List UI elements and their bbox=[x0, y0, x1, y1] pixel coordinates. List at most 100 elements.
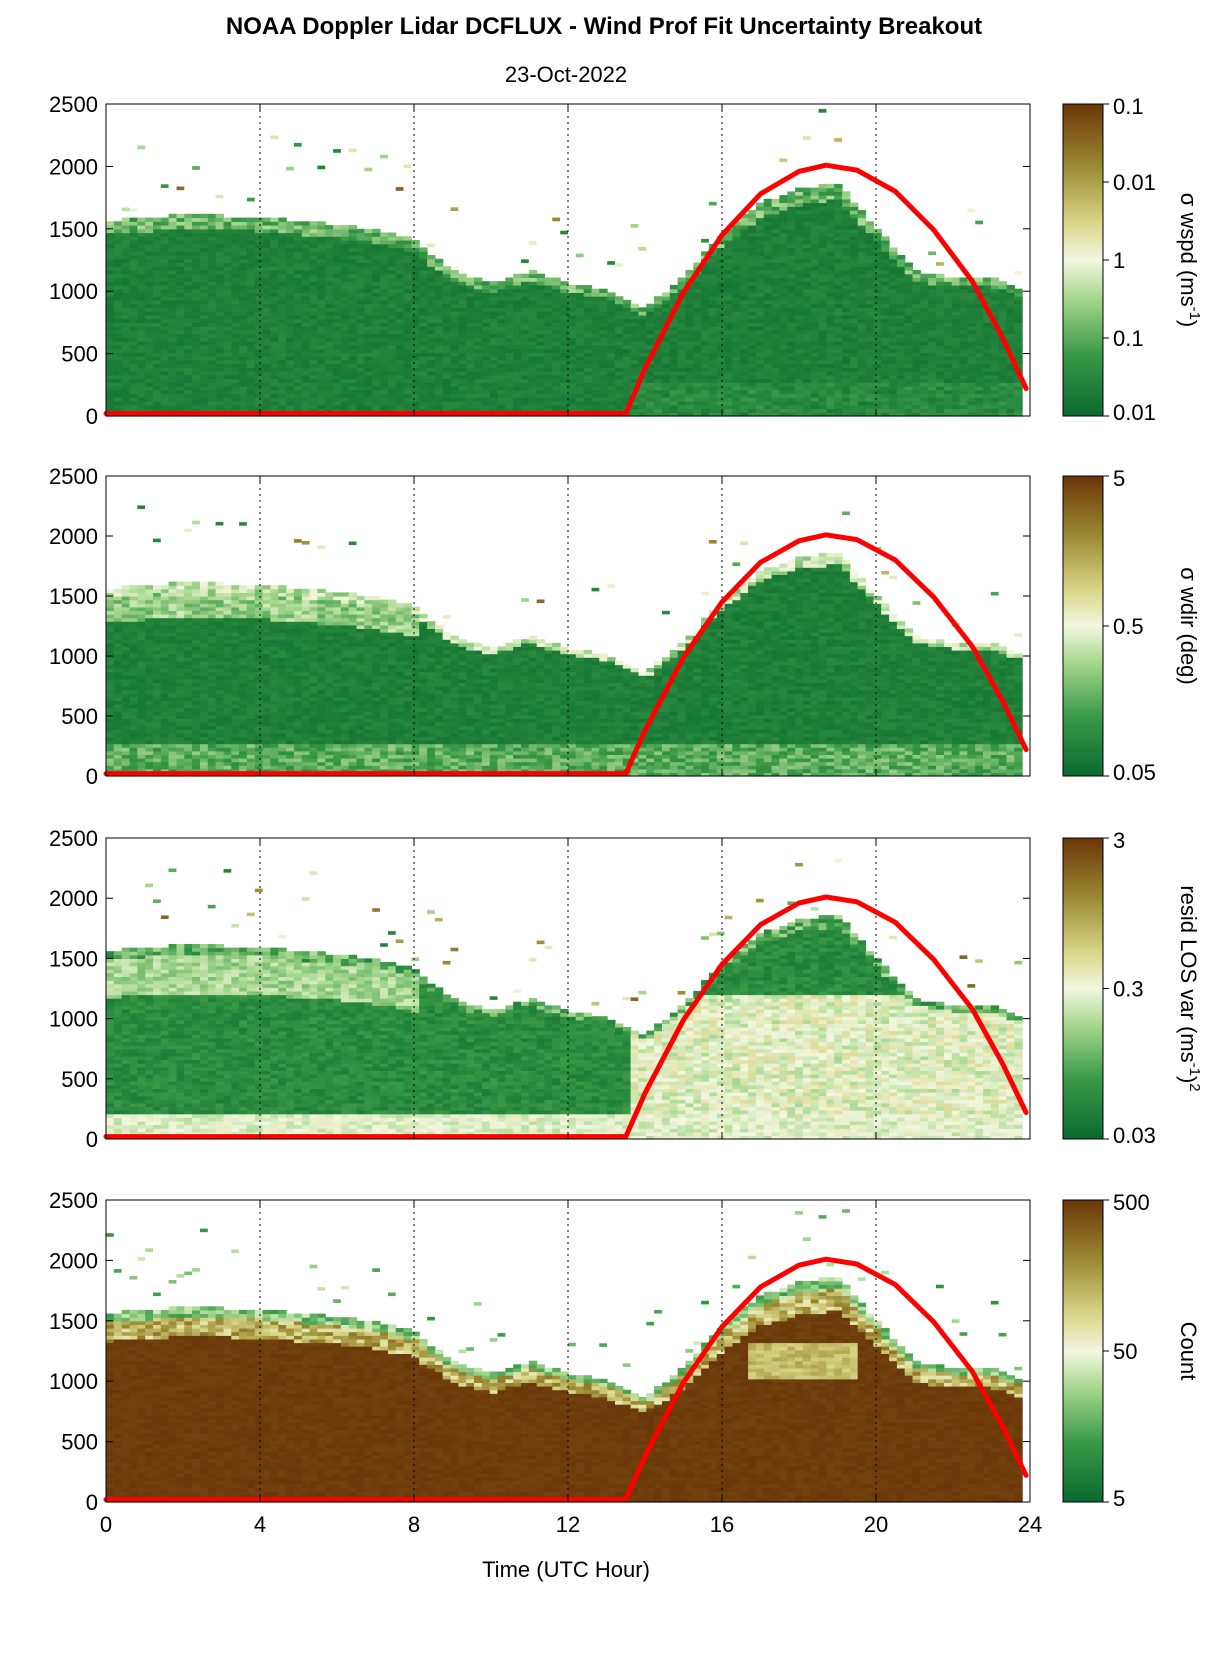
heatmap-cell bbox=[137, 348, 146, 353]
heatmap-cell bbox=[215, 367, 224, 372]
heatmap-cell bbox=[458, 333, 467, 338]
heatmap-cell bbox=[826, 329, 835, 335]
heatmap-cell bbox=[489, 281, 499, 286]
heatmap-cell bbox=[215, 378, 224, 383]
heatmap-cell bbox=[740, 378, 749, 383]
heatmap-cell bbox=[427, 243, 435, 248]
heatmap-cell bbox=[818, 296, 827, 301]
heatmap-cell bbox=[207, 299, 217, 305]
heatmap-cell bbox=[716, 296, 726, 301]
heatmap-cell bbox=[842, 258, 851, 264]
heatmap-cell bbox=[740, 374, 749, 380]
heatmap-cell bbox=[239, 232, 248, 237]
heatmap-cell bbox=[763, 401, 773, 406]
heatmap-cell bbox=[748, 240, 757, 245]
heatmap-cell bbox=[560, 371, 569, 376]
heatmap-cell bbox=[145, 401, 154, 406]
heatmap-cell bbox=[810, 251, 820, 256]
heatmap-cell bbox=[748, 311, 757, 316]
heatmap-cell bbox=[168, 386, 177, 391]
heatmap-cell bbox=[419, 378, 428, 383]
heatmap-cell bbox=[928, 288, 937, 293]
heatmap-cell bbox=[153, 408, 162, 413]
heatmap-cell bbox=[317, 389, 326, 395]
heatmap-cell bbox=[646, 397, 655, 402]
heatmap-cell bbox=[246, 307, 256, 312]
heatmap-cell bbox=[568, 292, 577, 297]
heatmap-cell bbox=[826, 202, 835, 207]
heatmap-cell bbox=[716, 412, 726, 417]
heatmap-cell bbox=[849, 311, 859, 316]
heatmap-cell bbox=[810, 210, 820, 215]
heatmap-cell bbox=[732, 303, 741, 308]
heatmap-cell bbox=[442, 393, 452, 398]
heatmap-cell bbox=[654, 389, 663, 395]
heatmap-cell bbox=[356, 333, 365, 338]
heatmap-cell bbox=[701, 348, 710, 353]
heatmap-cell bbox=[826, 198, 835, 204]
heatmap-cell bbox=[763, 352, 773, 357]
heatmap-cell bbox=[740, 285, 749, 290]
heatmap-cell bbox=[724, 333, 733, 338]
heatmap-cell bbox=[207, 225, 217, 230]
heatmap-cell bbox=[474, 382, 483, 387]
heatmap-cell bbox=[802, 318, 812, 323]
heatmap-cell bbox=[615, 296, 624, 301]
heatmap-cell bbox=[317, 270, 326, 275]
heatmap-cell bbox=[184, 236, 193, 241]
heatmap-cell bbox=[708, 258, 718, 264]
heatmap-cell bbox=[380, 243, 389, 249]
heatmap-cell bbox=[904, 401, 914, 406]
heatmap-cell bbox=[763, 270, 773, 275]
heatmap-cell bbox=[896, 281, 906, 286]
heatmap-cell bbox=[528, 307, 538, 312]
heatmap-cell bbox=[755, 341, 765, 346]
heatmap-cell bbox=[333, 281, 342, 286]
heatmap-cell bbox=[137, 285, 146, 290]
heatmap-cell bbox=[317, 225, 326, 230]
heatmap-cell bbox=[239, 314, 248, 320]
heatmap-cell bbox=[748, 228, 757, 234]
heatmap-cell bbox=[849, 359, 859, 365]
heatmap-cell bbox=[434, 378, 444, 383]
heatmap-cell bbox=[340, 273, 350, 278]
heatmap-cell bbox=[419, 266, 428, 271]
heatmap-cell bbox=[865, 240, 874, 245]
heatmap-cell bbox=[505, 382, 514, 387]
heatmap-cell bbox=[286, 247, 295, 252]
heatmap-cell bbox=[622, 322, 632, 327]
heatmap-cell bbox=[387, 329, 397, 335]
heatmap-cell bbox=[810, 225, 820, 230]
heatmap-cell bbox=[779, 363, 788, 368]
heatmap-cell bbox=[317, 296, 326, 301]
heatmap-cell bbox=[137, 408, 146, 413]
heatmap-cell bbox=[646, 374, 655, 380]
heatmap-cell bbox=[450, 337, 459, 342]
heatmap-cell bbox=[442, 318, 452, 323]
heatmap-cell bbox=[732, 281, 741, 286]
heatmap-cell bbox=[427, 341, 436, 346]
heatmap-cell bbox=[246, 288, 256, 293]
heatmap-cell bbox=[301, 337, 311, 342]
heatmap-cell bbox=[912, 356, 921, 361]
heatmap-cell bbox=[755, 281, 765, 286]
heatmap-cell bbox=[121, 348, 131, 353]
heatmap-cell bbox=[544, 359, 553, 365]
heatmap-cell bbox=[771, 277, 780, 282]
heatmap-cell bbox=[380, 329, 389, 335]
heatmap-cell bbox=[121, 341, 131, 346]
heatmap-cell bbox=[795, 397, 804, 402]
heatmap-cell bbox=[528, 322, 538, 327]
heatmap-cell bbox=[607, 261, 615, 265]
heatmap-cell bbox=[145, 262, 154, 267]
heatmap-cell bbox=[137, 225, 146, 230]
heatmap-cell bbox=[121, 273, 131, 278]
heatmap-cell bbox=[771, 198, 780, 204]
heatmap-cell bbox=[497, 408, 506, 413]
heatmap-cell bbox=[411, 382, 420, 387]
heatmap-cell bbox=[779, 247, 788, 252]
heatmap-cell bbox=[160, 318, 170, 323]
heatmap-cell bbox=[333, 262, 342, 267]
heatmap-cell bbox=[622, 326, 632, 331]
heatmap-cell bbox=[356, 401, 365, 406]
